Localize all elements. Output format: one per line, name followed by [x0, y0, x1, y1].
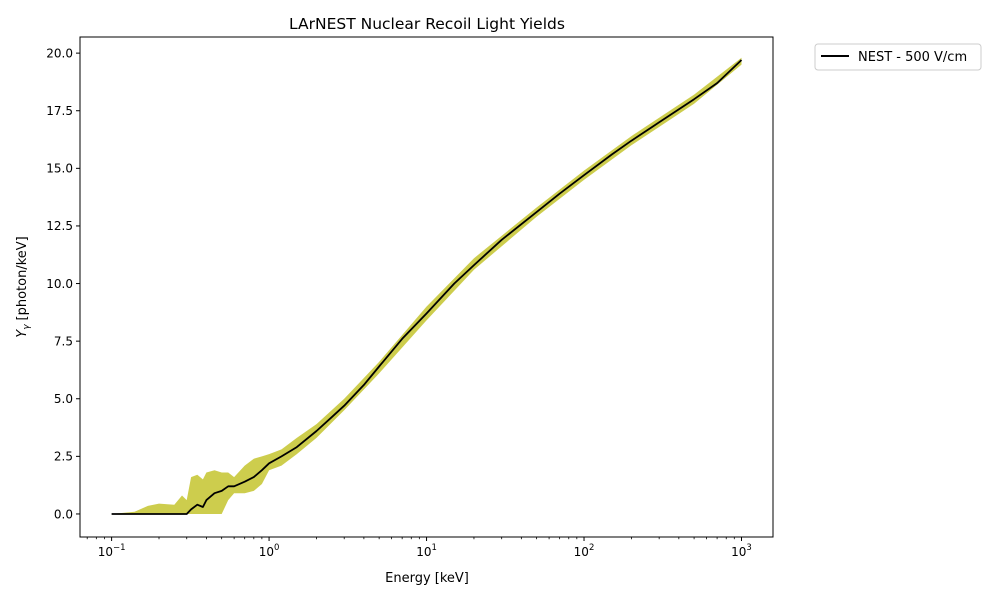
y-axis-label-subscript: γ [22, 324, 32, 330]
x-tick-label-2: 101 [416, 543, 437, 559]
x-tick-label-0: 10−1 [98, 543, 126, 559]
y-tick-label-0: 0.0 [54, 507, 73, 521]
y-axis-label-symbol: Y [15, 329, 30, 338]
legend-box [814, 43, 982, 71]
y-axis: 0.0 2.5 5.0 7.5 10.0 12.5 15.0 17.5 20.0 [46, 46, 80, 521]
y-axis-label: Yγ [photon/keV] [15, 236, 32, 338]
legend-label: NEST - 500 V/cm [858, 50, 967, 65]
x-axis-label: Energy [keV] [385, 571, 469, 586]
y-tick-label-5: 12.5 [46, 219, 73, 233]
series-layer [111, 59, 743, 515]
legend: NEST - 500 V/cm [814, 43, 982, 71]
y-tick-label-1: 2.5 [54, 450, 73, 464]
x-tick-label-1: 100 [259, 543, 280, 559]
uncertainty-band-layer [111, 57, 742, 514]
y-tick-label-7: 17.5 [46, 104, 73, 118]
uncertainty-band-0 [111, 57, 742, 514]
y-tick-label-6: 15.0 [46, 162, 73, 176]
y-tick-label-8: 20.0 [46, 46, 73, 60]
y-tick-label-4: 10.0 [46, 277, 73, 291]
series-line-0 [111, 59, 743, 515]
chart-title: LArNEST Nuclear Recoil Light Yields [289, 15, 565, 33]
y-tick-label-2: 5.0 [54, 392, 73, 406]
x-tick-label-4: 103 [731, 543, 752, 559]
y-tick-label-3: 7.5 [54, 334, 73, 348]
y-axis-label-text: [photon/keV] [15, 236, 30, 320]
x-tick-label-3: 102 [574, 543, 595, 559]
x-axis: 10−1 100 101 102 103 [86, 537, 752, 559]
